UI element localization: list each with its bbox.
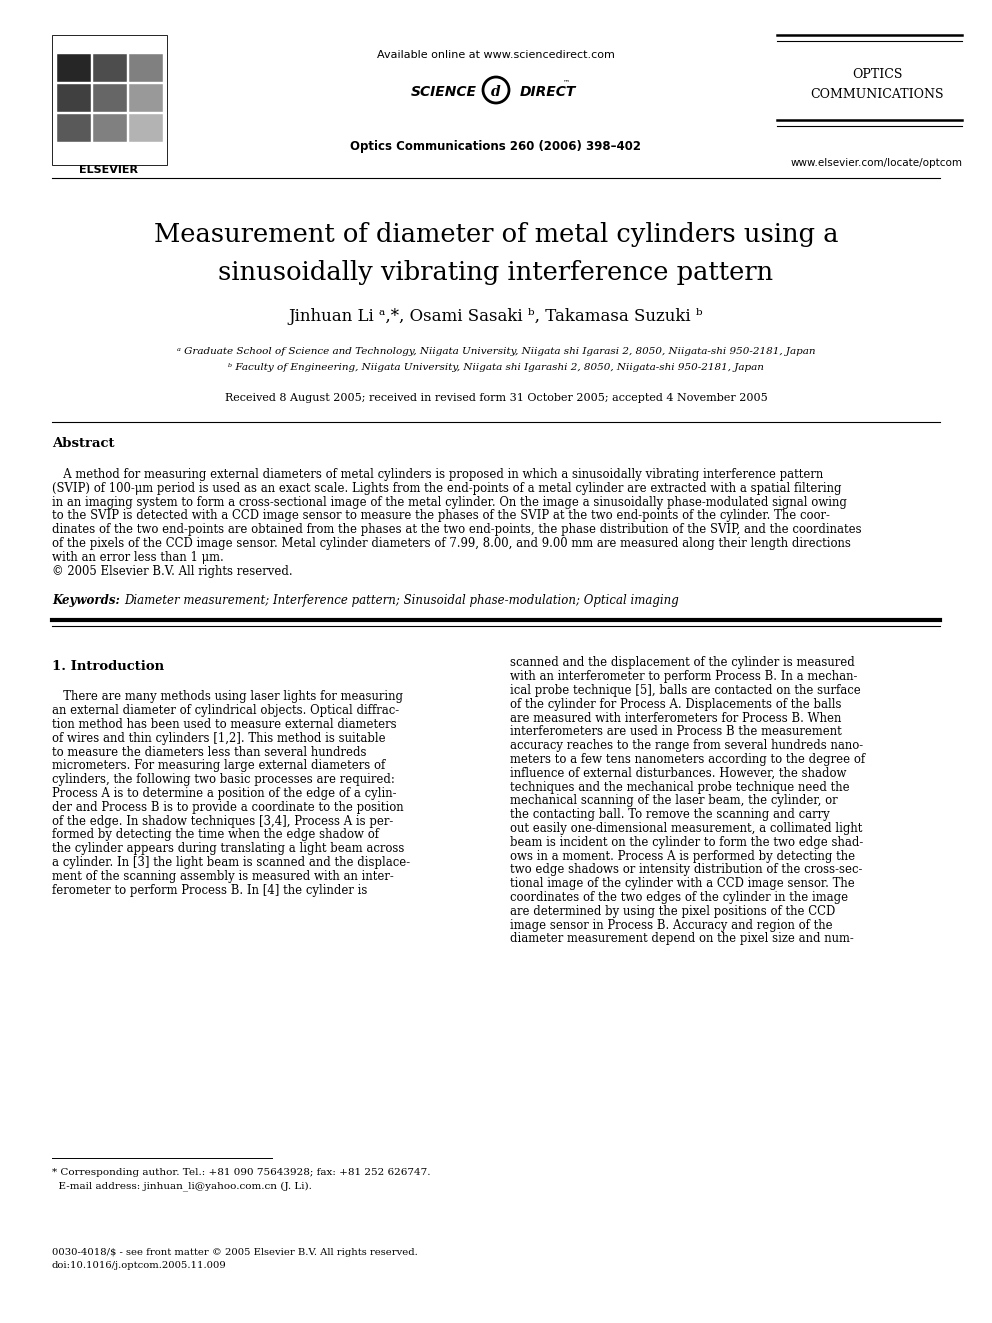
Text: Received 8 August 2005; received in revised form 31 October 2005; accepted 4 Nov: Received 8 August 2005; received in revi… [224, 393, 768, 404]
Text: There are many methods using laser lights for measuring: There are many methods using laser light… [52, 691, 403, 704]
Text: meters to a few tens nanometers according to the degree of: meters to a few tens nanometers accordin… [510, 753, 865, 766]
Text: ment of the scanning assembly is measured with an inter-: ment of the scanning assembly is measure… [52, 869, 394, 882]
Text: image sensor in Process B. Accuracy and region of the: image sensor in Process B. Accuracy and … [510, 918, 832, 931]
Text: of the edge. In shadow techniques [3,4], Process A is per-: of the edge. In shadow techniques [3,4],… [52, 815, 393, 828]
Text: the contacting ball. To remove the scanning and carry: the contacting ball. To remove the scann… [510, 808, 829, 822]
Text: doi:10.1016/j.optcom.2005.11.009: doi:10.1016/j.optcom.2005.11.009 [52, 1261, 227, 1270]
Text: two edge shadows or intensity distribution of the cross-sec-: two edge shadows or intensity distributi… [510, 864, 862, 876]
Text: with an interferometer to perform Process B. In a mechan-: with an interferometer to perform Proces… [510, 671, 857, 683]
Text: Available online at www.sciencedirect.com: Available online at www.sciencedirect.co… [377, 50, 615, 60]
Text: of the pixels of the CCD image sensor. Metal cylinder diameters of 7.99, 8.00, a: of the pixels of the CCD image sensor. M… [52, 537, 851, 550]
Text: with an error less than 1 μm.: with an error less than 1 μm. [52, 550, 224, 564]
Bar [93, 83, 127, 112]
Text: A method for measuring external diameters of metal cylinders is proposed in whic: A method for measuring external diameter… [52, 468, 823, 482]
Text: sinusoidally vibrating interference pattern: sinusoidally vibrating interference patt… [218, 261, 774, 284]
Text: accuracy reaches to the range from several hundreds nano-: accuracy reaches to the range from sever… [510, 740, 863, 753]
Text: OPTICS
COMMUNICATIONS: OPTICS COMMUNICATIONS [810, 69, 943, 102]
Text: * Corresponding author. Tel.: +81 090 75643928; fax: +81 252 626747.: * Corresponding author. Tel.: +81 090 75… [52, 1168, 431, 1177]
Text: ical probe technique [5], balls are contacted on the surface: ical probe technique [5], balls are cont… [510, 684, 861, 697]
Text: micrometers. For measuring large external diameters of: micrometers. For measuring large externa… [52, 759, 385, 773]
Text: a cylinder. In [3] the light beam is scanned and the displace-: a cylinder. In [3] the light beam is sca… [52, 856, 410, 869]
Text: (SVIP) of 100-μm period is used as an exact scale. Lights from the end-points of: (SVIP) of 100-μm period is used as an ex… [52, 482, 841, 495]
Bar [93, 114, 127, 142]
Text: ™: ™ [562, 79, 569, 85]
Text: in an imaging system to form a cross-sectional image of the metal cylinder. On t: in an imaging system to form a cross-sec… [52, 496, 847, 508]
Text: the cylinder appears during translating a light beam across: the cylinder appears during translating … [52, 843, 405, 855]
Text: d: d [491, 85, 501, 99]
Bar [57, 114, 91, 142]
Bar [52, 34, 167, 165]
Text: www.elsevier.com/locate/optcom: www.elsevier.com/locate/optcom [791, 157, 963, 168]
Bar [93, 54, 127, 82]
Text: influence of external disturbances. However, the shadow: influence of external disturbances. Howe… [510, 767, 846, 779]
Text: ᵃ Graduate School of Science and Technology, Niigata University, Niigata shi Iga: ᵃ Graduate School of Science and Technol… [177, 347, 815, 356]
Text: cylinders, the following two basic processes are required:: cylinders, the following two basic proce… [52, 773, 395, 786]
Text: mechanical scanning of the laser beam, the cylinder, or: mechanical scanning of the laser beam, t… [510, 794, 837, 807]
Text: of wires and thin cylinders [1,2]. This method is suitable: of wires and thin cylinders [1,2]. This … [52, 732, 386, 745]
Text: 0030-4018/$ - see front matter © 2005 Elsevier B.V. All rights reserved.: 0030-4018/$ - see front matter © 2005 El… [52, 1248, 418, 1257]
Text: are measured with interferometers for Process B. When: are measured with interferometers for Pr… [510, 712, 841, 725]
Text: Jinhuan Li ᵃ,*, Osami Sasaki ᵇ, Takamasa Suzuki ᵇ: Jinhuan Li ᵃ,*, Osami Sasaki ᵇ, Takamasa… [289, 308, 703, 325]
Text: Abstract: Abstract [52, 437, 114, 450]
Text: an external diameter of cylindrical objects. Optical diffrac-: an external diameter of cylindrical obje… [52, 704, 399, 717]
Bar [129, 83, 163, 112]
Text: dinates of the two end-points are obtained from the phases at the two end-points: dinates of the two end-points are obtain… [52, 523, 862, 536]
Text: ferometer to perform Process B. In [4] the cylinder is: ferometer to perform Process B. In [4] t… [52, 884, 367, 897]
Text: Diameter measurement; Interference pattern; Sinusoidal phase-modulation; Optical: Diameter measurement; Interference patte… [124, 594, 679, 607]
Text: Optics Communications 260 (2006) 398–402: Optics Communications 260 (2006) 398–402 [350, 140, 642, 153]
Text: ᵇ Faculty of Engineering, Niigata University, Niigata shi Igarashi 2, 8050, Niig: ᵇ Faculty of Engineering, Niigata Univer… [228, 363, 764, 372]
Bar [129, 54, 163, 82]
Text: are determined by using the pixel positions of the CCD: are determined by using the pixel positi… [510, 905, 835, 918]
Text: beam is incident on the cylinder to form the two edge shad-: beam is incident on the cylinder to form… [510, 836, 863, 849]
Text: out easily one-dimensional measurement, a collimated light: out easily one-dimensional measurement, … [510, 822, 862, 835]
Text: E-mail address: jinhuan_li@yahoo.com.cn (J. Li).: E-mail address: jinhuan_li@yahoo.com.cn … [52, 1181, 311, 1191]
Text: to measure the diameters less than several hundreds: to measure the diameters less than sever… [52, 746, 366, 758]
Text: coordinates of the two edges of the cylinder in the image: coordinates of the two edges of the cyli… [510, 890, 848, 904]
Text: ELSEVIER: ELSEVIER [79, 165, 139, 175]
Text: © 2005 Elsevier B.V. All rights reserved.: © 2005 Elsevier B.V. All rights reserved… [52, 565, 293, 578]
Text: techniques and the mechanical probe technique need the: techniques and the mechanical probe tech… [510, 781, 849, 794]
Text: formed by detecting the time when the edge shadow of: formed by detecting the time when the ed… [52, 828, 379, 841]
Text: DIRECT: DIRECT [520, 85, 576, 99]
Text: Process A is to determine a position of the edge of a cylin-: Process A is to determine a position of … [52, 787, 397, 800]
Bar [57, 83, 91, 112]
Text: SCIENCE: SCIENCE [411, 85, 477, 99]
Bar [57, 54, 91, 82]
Text: scanned and the displacement of the cylinder is measured: scanned and the displacement of the cyli… [510, 656, 855, 669]
Text: interferometers are used in Process B the measurement: interferometers are used in Process B th… [510, 725, 842, 738]
Text: 1. Introduction: 1. Introduction [52, 660, 164, 673]
Bar [129, 114, 163, 142]
Text: to the SVIP is detected with a CCD image sensor to measure the phases of the SVI: to the SVIP is detected with a CCD image… [52, 509, 830, 523]
Text: diameter measurement depend on the pixel size and num-: diameter measurement depend on the pixel… [510, 933, 854, 946]
Text: Keywords:: Keywords: [52, 594, 120, 607]
Text: der and Process B is to provide a coordinate to the position: der and Process B is to provide a coordi… [52, 800, 404, 814]
Text: ows in a moment. Process A is performed by detecting the: ows in a moment. Process A is performed … [510, 849, 855, 863]
Text: tion method has been used to measure external diameters: tion method has been used to measure ext… [52, 718, 397, 732]
Text: tional image of the cylinder with a CCD image sensor. The: tional image of the cylinder with a CCD … [510, 877, 855, 890]
Text: of the cylinder for Process A. Displacements of the balls: of the cylinder for Process A. Displacem… [510, 697, 841, 710]
Text: Measurement of diameter of metal cylinders using a: Measurement of diameter of metal cylinde… [154, 222, 838, 247]
